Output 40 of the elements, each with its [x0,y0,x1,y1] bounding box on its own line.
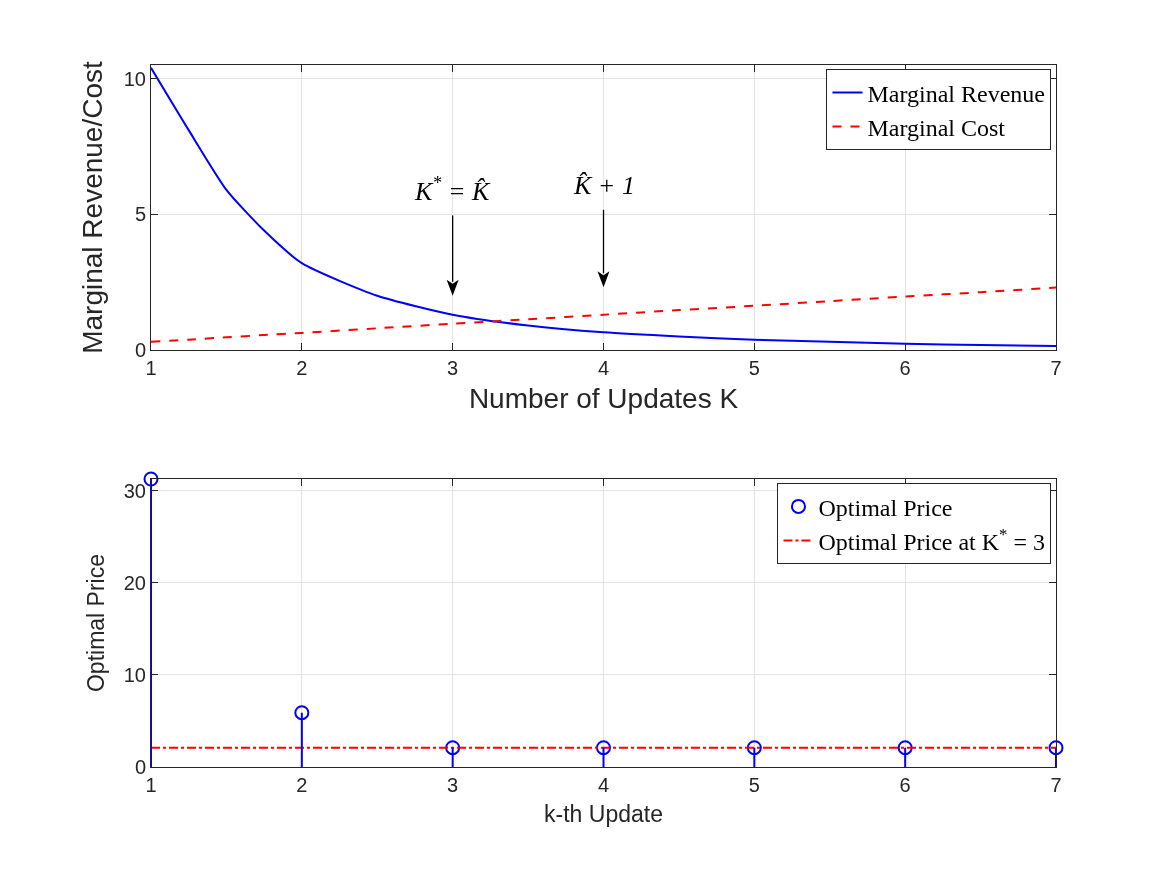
point [596,740,611,756]
y-tick-label: 0 [134,756,146,778]
annotation: K$^{*}$ = K̂ [414,173,491,206]
x-tick-label: 5 [748,357,760,379]
x-tick-label: 6 [899,357,911,379]
point [445,740,461,756]
x-tick-label: 2 [296,357,308,379]
point [294,705,310,721]
x-tick-label: 3 [447,774,459,796]
x-tick-label: 3 [447,357,459,379]
x-axis-title: Number of Updates K [468,383,739,415]
x-tick-label: 6 [899,774,911,796]
x-tick-label: 4 [597,774,610,796]
y-tick-label: 10 [123,663,146,686]
y-axis-title: Optimal Price [83,553,110,693]
y-tick-label: 5 [134,203,146,226]
legend-label: Optimal Price [818,494,953,521]
point [746,740,762,756]
y-tick-label: 30 [123,479,146,502]
line-series [151,66,1056,347]
point [897,740,913,756]
x-tick-label: 4 [597,357,610,379]
y-axis-title: Marginal Revenue/Cost [77,60,109,354]
x-axis-title: k-th Update [544,800,663,827]
y-tick-label: 0 [134,339,146,361]
point [143,471,159,487]
annotation: K̂ + 1 [573,171,635,200]
x-tick-label: 7 [1050,774,1062,796]
x-tick-label: 2 [296,774,308,796]
x-tick-label: 7 [1050,357,1062,379]
x-tick-label: 1 [145,774,157,796]
legend-label: Optimal Price at K$^{*}$ = 3 [818,524,1046,555]
y-tick-label: 10 [123,67,146,90]
line-series [151,286,1056,343]
x-tick-label: 5 [748,774,760,796]
legend-label: Marginal Revenue [867,80,1045,107]
y-tick-label: 20 [123,571,146,594]
point [1048,740,1064,756]
x-tick-label: 1 [145,357,157,379]
legend-label: Marginal Cost [867,114,1006,141]
